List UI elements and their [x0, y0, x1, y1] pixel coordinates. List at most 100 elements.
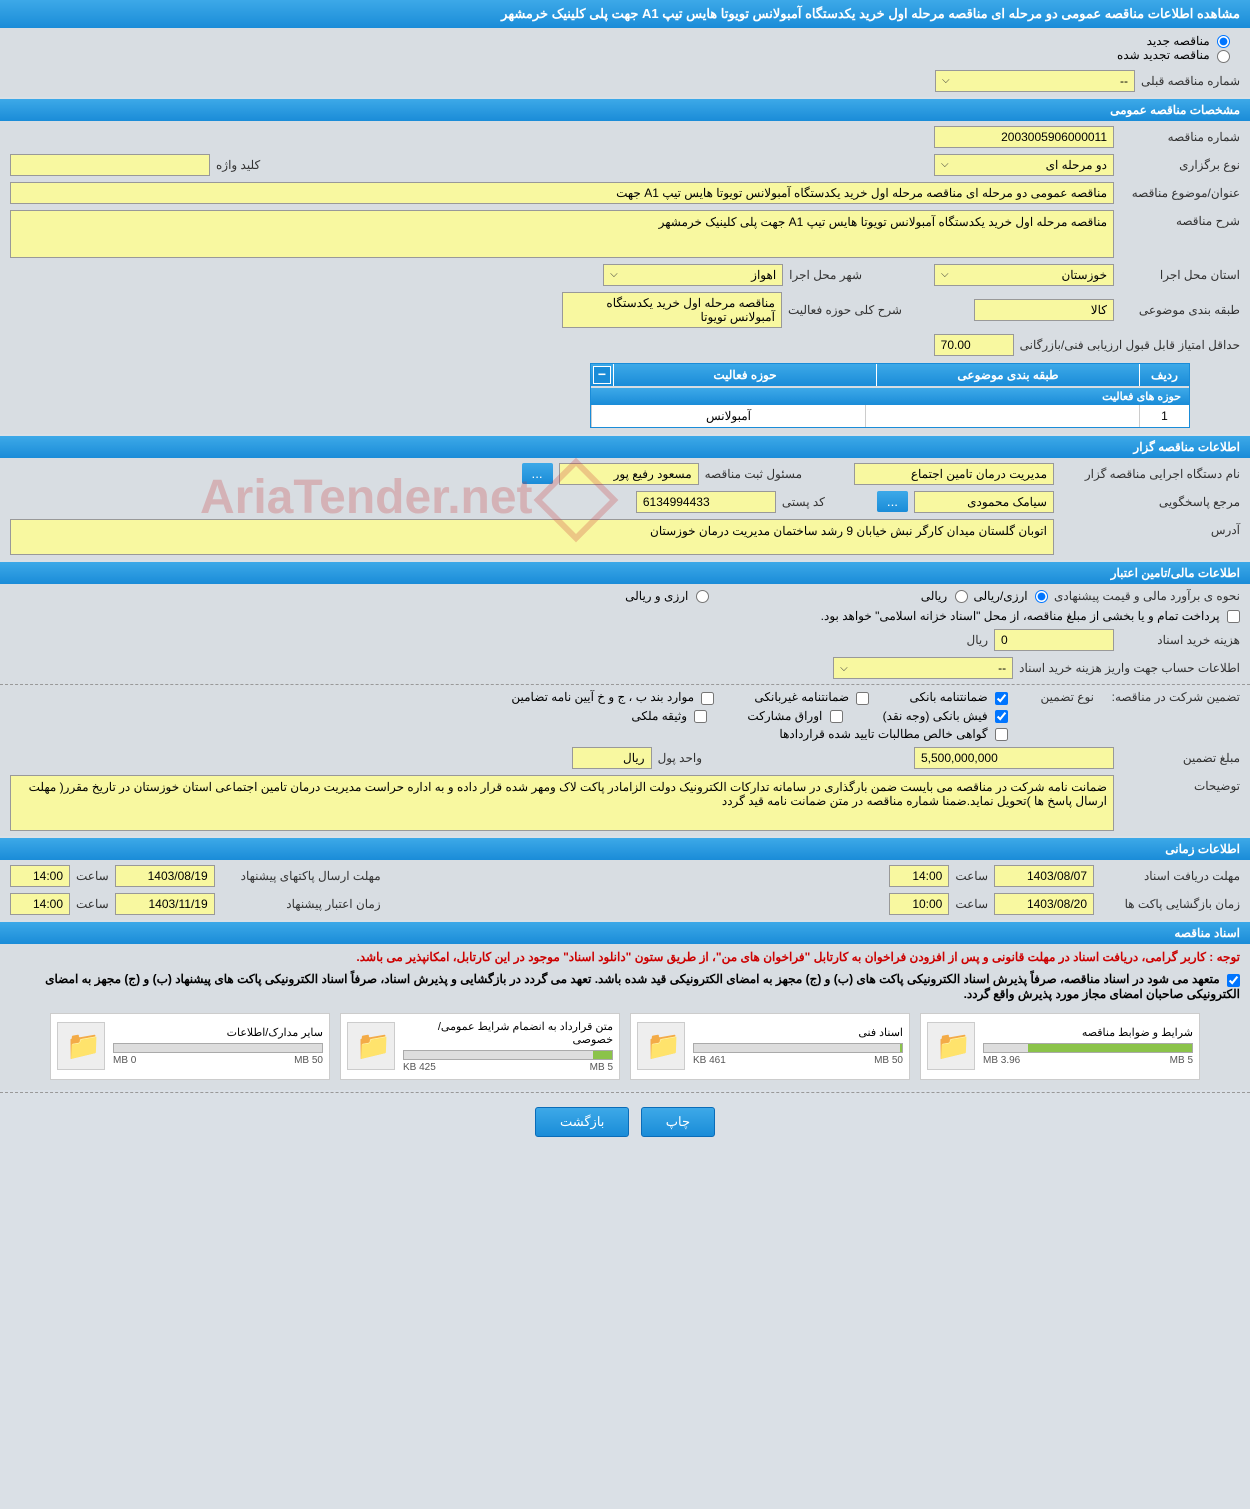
- collapse-icon[interactable]: −: [593, 366, 611, 384]
- radio-renewed[interactable]: مناقصه تجدید شده: [1117, 48, 1230, 62]
- agency-field[interactable]: مدیریت درمان تامین اجتماع: [854, 463, 1054, 485]
- guarantee-unit-field[interactable]: ریال: [572, 747, 652, 769]
- folder-icon: [57, 1022, 105, 1070]
- tender-no-label: شماره مناقصه: [1120, 130, 1240, 144]
- radio-arzi[interactable]: ارزی و ریالی: [625, 589, 709, 603]
- time-label: ساعت: [955, 869, 988, 883]
- min-score-field[interactable]: 70.00: [934, 334, 1014, 356]
- tender-type-radios: مناقصه جدید مناقصه تجدید شده: [0, 30, 1250, 67]
- purchase-cost-field[interactable]: 0: [994, 629, 1114, 651]
- cb-bond[interactable]: موارد بند ب ، ج و خ آیین نامه تضامین: [511, 690, 714, 704]
- activity-table-title: حوزه های فعالیت: [591, 388, 1189, 405]
- progress-bar: [403, 1050, 613, 1060]
- address-field[interactable]: اتوبان گلستان میدان کارگر نبش خیابان 9 ر…: [10, 519, 1054, 555]
- receive-deadline-label: مهلت دریافت اسناد: [1100, 869, 1240, 883]
- page-title: مشاهده اطلاعات مناقصه عمومی دو مرحله ای …: [0, 0, 1250, 28]
- subject-label: عنوان/موضوع مناقصه: [1120, 186, 1240, 200]
- open-time-label: زمان بازگشایی پاکت ها: [1100, 897, 1240, 911]
- receive-deadline-time[interactable]: 14:00: [889, 865, 949, 887]
- cb-property[interactable]: وثیقه ملکی: [631, 709, 707, 723]
- send-deadline-date[interactable]: 1403/08/19: [115, 865, 215, 887]
- cb-receivables[interactable]: گواهی خالص مطالبات تایید شده قراردادها: [779, 727, 1008, 741]
- time-label: ساعت: [955, 897, 988, 911]
- more-button[interactable]: ...: [522, 463, 553, 484]
- activity-desc-field[interactable]: مناقصه مرحله اول خرید یکدستگاه آمبولانس …: [562, 292, 782, 328]
- open-time-date[interactable]: 1403/08/20: [994, 893, 1094, 915]
- doc-card[interactable]: اسناد فنی50 MB461 KB: [630, 1013, 910, 1080]
- category-field[interactable]: کالا: [974, 299, 1114, 321]
- activity-table-header: ردیف طبقه بندی موضوعی حوزه فعالیت −: [591, 364, 1189, 386]
- radio-new[interactable]: مناقصه جدید: [1147, 34, 1230, 48]
- postal-field[interactable]: 6134994433: [636, 491, 776, 513]
- keyword-field[interactable]: [10, 154, 210, 176]
- agency-label: نام دستگاه اجرایی مناقصه گزار: [1060, 467, 1240, 481]
- commitment-checkbox[interactable]: [1223, 972, 1240, 986]
- send-deadline-label: مهلت ارسال پاکتهای پیشنهاد: [221, 869, 381, 883]
- doc-size: 425 KB: [403, 1062, 436, 1073]
- back-button[interactable]: بازگشت: [535, 1107, 629, 1137]
- registrar-field[interactable]: مسعود رفیع پور: [559, 463, 699, 485]
- progress-bar: [983, 1043, 1193, 1053]
- province-select[interactable]: خوزستان ⌵: [934, 264, 1114, 286]
- purchase-cost-unit: ریال: [966, 633, 988, 647]
- doc-size: 3.96 MB: [983, 1055, 1020, 1066]
- doc-max: 5 MB: [1170, 1055, 1193, 1066]
- account-info-select[interactable]: -- ⌵: [833, 657, 1013, 679]
- doc-card[interactable]: شرایط و ضوابط مناقصه5 MB3.96 MB: [920, 1013, 1200, 1080]
- registrar-label: مسئول ثبت مناقصه: [705, 467, 802, 481]
- doc-card[interactable]: سایر مدارک/اطلاعات50 MB0 MB: [50, 1013, 330, 1080]
- doc-card[interactable]: متن قرارداد به انضمام شرایط عمومی/خصوصی 5…: [340, 1013, 620, 1080]
- address-label: آدرس: [1060, 519, 1240, 537]
- guarantee-label: تضمین شرکت در مناقصه:: [1100, 690, 1240, 704]
- category-label: طبقه بندی موضوعی: [1120, 303, 1240, 317]
- folder-icon: [637, 1022, 685, 1070]
- city-label: شهر محل اجرا: [789, 268, 862, 282]
- hold-type-select[interactable]: دو مرحله ای ⌵: [934, 154, 1114, 176]
- guarantee-unit-label: واحد پول: [658, 751, 702, 765]
- radio-arzi-riali[interactable]: ارزی/ریالی: [974, 589, 1048, 603]
- doc-max: 5 MB: [590, 1062, 613, 1073]
- print-button[interactable]: چاپ: [641, 1107, 715, 1137]
- desc-label: شرح مناقصه: [1120, 210, 1240, 228]
- contact-label: مرجع پاسخگویی: [1060, 495, 1240, 509]
- chevron-down-icon: ⌵: [941, 159, 949, 170]
- prev-number-select[interactable]: -- ⌵: [935, 70, 1135, 92]
- table-row: 1 آمبولانس: [591, 405, 1189, 427]
- min-score-label: حداقل امتیاز قابل قبول ارزیابی فنی/بازرگ…: [1020, 338, 1240, 352]
- doc-title: سایر مدارک/اطلاعات: [113, 1026, 323, 1039]
- desc-field[interactable]: مناقصه مرحله اول خرید یکدستگاه آمبولانس …: [10, 210, 1114, 258]
- cb-participation[interactable]: اوراق مشارکت: [747, 709, 842, 723]
- chevron-down-icon: ⌵: [941, 269, 949, 280]
- city-select[interactable]: اهواز ⌵: [603, 264, 783, 286]
- validity-time[interactable]: 14:00: [10, 893, 70, 915]
- section-organizer: اطلاعات مناقصه گزار: [0, 436, 1250, 458]
- payment-note-checkbox[interactable]: پرداخت تمام و یا بخشی از مبلغ مناقصه، از…: [821, 609, 1240, 623]
- section-financial: اطلاعات مالی/تامین اعتبار: [0, 562, 1250, 584]
- purchase-cost-label: هزینه خرید اسناد: [1120, 633, 1240, 647]
- notice-black: متعهد می شود در اسناد مناقصه، صرفاً پذیر…: [45, 972, 1240, 1000]
- cb-cash[interactable]: فیش بانکی (وجه نقد): [883, 709, 1008, 723]
- open-time-time[interactable]: 10:00: [889, 893, 949, 915]
- hold-type-label: نوع برگزاری: [1120, 158, 1240, 172]
- cb-nonbank[interactable]: ضمانتنامه غیربانکی: [754, 690, 869, 704]
- tender-no-field[interactable]: 2003005906000011: [934, 126, 1114, 148]
- method-label: نحوه ی برآورد مالی و قیمت پیشنهادی: [1054, 589, 1240, 603]
- chevron-down-icon: ⌵: [610, 269, 618, 280]
- radio-riali[interactable]: ریالی: [921, 589, 968, 603]
- validity-date[interactable]: 1403/11/19: [115, 893, 215, 915]
- doc-title: متن قرارداد به انضمام شرایط عمومی/خصوصی: [403, 1020, 613, 1046]
- subject-field[interactable]: مناقصه عمومی دو مرحله ای مناقصه مرحله او…: [10, 182, 1114, 204]
- keyword-label: کلید واژه: [216, 158, 260, 172]
- more-button[interactable]: ...: [877, 491, 908, 512]
- chevron-down-icon: ⌵: [840, 663, 848, 674]
- guarantee-amount-label: مبلغ تضمین: [1120, 751, 1240, 765]
- notes-field[interactable]: ضمانت نامه شرکت در مناقصه می بایست ضمن ب…: [10, 775, 1114, 831]
- cb-bank[interactable]: ضمانتنامه بانکی: [909, 690, 1008, 704]
- guarantee-amount-field[interactable]: 5,500,000,000: [914, 747, 1114, 769]
- progress-bar: [693, 1043, 903, 1053]
- send-deadline-time[interactable]: 14:00: [10, 865, 70, 887]
- doc-size: 461 KB: [693, 1055, 726, 1066]
- contact-field[interactable]: سیامک محمودی: [914, 491, 1054, 513]
- receive-deadline-date[interactable]: 1403/08/07: [994, 865, 1094, 887]
- chevron-down-icon: ⌵: [942, 75, 950, 86]
